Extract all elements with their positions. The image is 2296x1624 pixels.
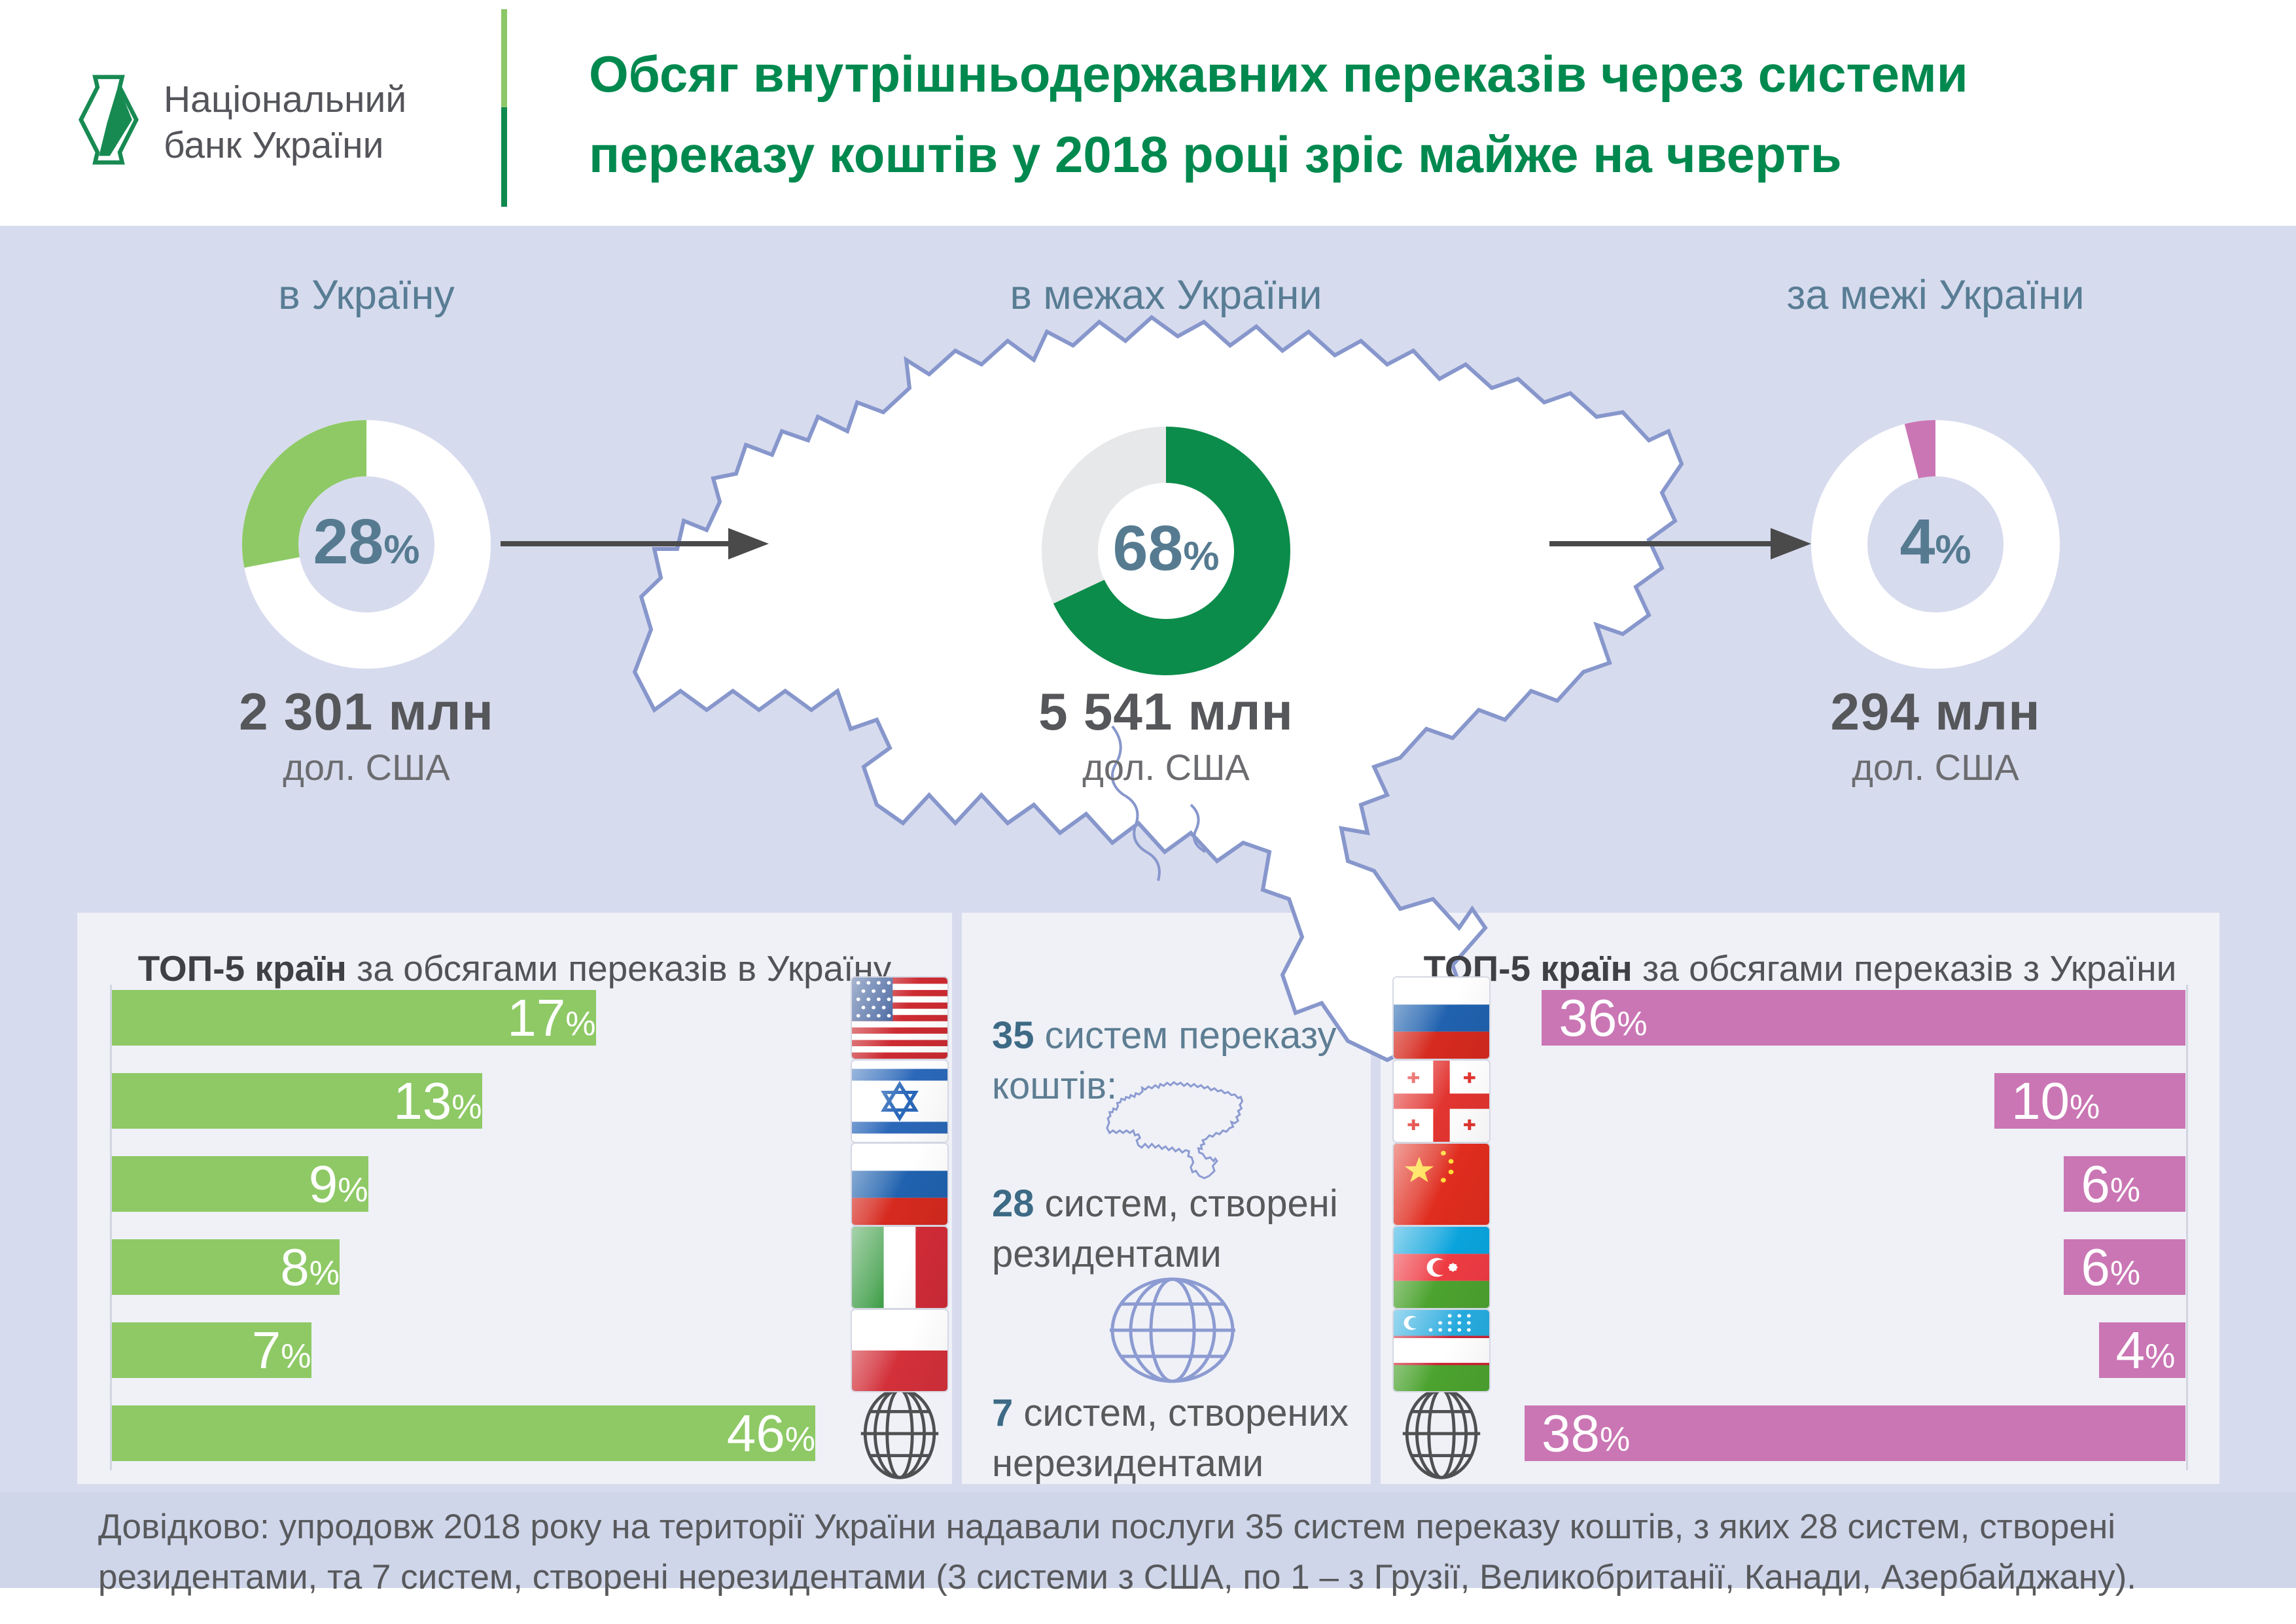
italy-flag — [852, 1226, 947, 1308]
globe-icon — [1402, 1387, 1481, 1479]
globe-icon — [1110, 1277, 1235, 1383]
top5-out-flags — [1392, 976, 1491, 1479]
top5-in-flags — [851, 976, 949, 1479]
georgia-flag — [1394, 1060, 1489, 1142]
donut-chart-into-ukraine — [242, 420, 491, 669]
bar-israel: 13% — [112, 1072, 482, 1130]
systems-nonresident: 7 систем, створених нерезидентами — [992, 1392, 1349, 1485]
arrow-right-icon — [1549, 528, 1811, 559]
dnipro-river-line — [1110, 725, 1161, 881]
bar-georgia: 10% — [1994, 1072, 2185, 1130]
label-into-ukraine: в Україну — [278, 272, 455, 318]
systems-resident: 28 систем, створені резидентами — [992, 1182, 1338, 1275]
header-divider-bottom — [501, 107, 507, 207]
bar-azerbaijan: 6% — [2064, 1238, 2185, 1296]
header-divider — [501, 9, 507, 107]
russia-flag — [1394, 977, 1489, 1059]
russia-flag — [852, 1143, 947, 1225]
bar-usa: 17% — [112, 989, 596, 1047]
right-bar-axis — [2186, 985, 2188, 1470]
currency-out-of-ukraine: дол. США — [1852, 747, 2019, 788]
left-bar-axis — [110, 985, 112, 1470]
usa-flag — [852, 977, 947, 1059]
uzbekistan-flag — [1394, 1309, 1489, 1391]
currency-within-ukraine: дол. США — [1082, 747, 1250, 788]
china-flag — [1394, 1143, 1489, 1225]
top5-in-title: ТОП-5 країн за обсягами переказів в Укра… — [137, 948, 892, 989]
page-title: Обсяг внутрішньодержавних переказів чере… — [589, 34, 2277, 195]
value-within-ukraine: 5 541 млн — [1038, 682, 1294, 741]
bank-name: Національний банк України — [164, 77, 406, 168]
currency-into-ukraine: дол. США — [283, 747, 450, 788]
value-out-of-ukraine: 294 млн — [1830, 682, 2041, 741]
label-out-of-ukraine: за межі України — [1786, 272, 2085, 318]
bar-uzbekistan: 4% — [2098, 1321, 2185, 1379]
top5-out-title: ТОП-5 країн за обсягами переказів з Укра… — [1423, 948, 2177, 989]
bank-name-line2: банк України — [164, 124, 384, 166]
donut-value-out: 4% — [1899, 506, 1971, 577]
bank-name-line1: Національний — [164, 79, 407, 120]
page-title-line2: переказу коштів у 2018 році зріс майже н… — [589, 126, 1842, 184]
header: Національний банк України Обсяг внутрішн… — [0, 0, 2296, 226]
ukraine-map — [615, 308, 1688, 1067]
nbu-logo-icon — [79, 75, 139, 165]
footer-band — [0, 1492, 2296, 1588]
systems-total: 35 систем переказу коштів: — [992, 1014, 1337, 1107]
footer-note: Довідково: упродовж 2018 року на територ… — [98, 1508, 2137, 1597]
top5-out-bars: 36% 10% 6% 6% 4% 38% — [1525, 989, 2185, 1489]
israel-flag — [852, 1060, 947, 1142]
bar-russia: 36% — [1542, 989, 2185, 1047]
bar-italy: 8% — [112, 1238, 340, 1296]
value-into-ukraine: 2 301 млн — [239, 682, 494, 741]
ukraine-outline-icon — [1106, 1082, 1243, 1178]
page-title-line1: Обсяг внутрішньодержавних переказів чере… — [589, 45, 1968, 103]
donut-value-into: 28% — [313, 506, 420, 577]
bar-other-countries: 38% — [1525, 1404, 2185, 1462]
bar-other-countries: 46% — [112, 1404, 815, 1462]
globe-icon — [860, 1387, 939, 1479]
top5-in-bars: 17% 13% 9% 8% 7% 46% — [112, 989, 949, 1489]
arrow-right-icon — [501, 528, 769, 559]
azerbaijan-flag — [1394, 1226, 1489, 1308]
river-line — [1190, 803, 1207, 853]
bar-russia: 9% — [112, 1155, 368, 1213]
poland-flag — [852, 1309, 947, 1391]
donut-value-within: 68% — [1112, 512, 1220, 584]
label-within-ukraine: в межах України — [1010, 272, 1322, 318]
donut-chart-within-ukraine — [1042, 427, 1290, 675]
bar-poland: 7% — [112, 1321, 311, 1379]
donut-chart-out-of-ukraine — [1811, 419, 2060, 669]
bar-china: 6% — [2064, 1155, 2185, 1213]
